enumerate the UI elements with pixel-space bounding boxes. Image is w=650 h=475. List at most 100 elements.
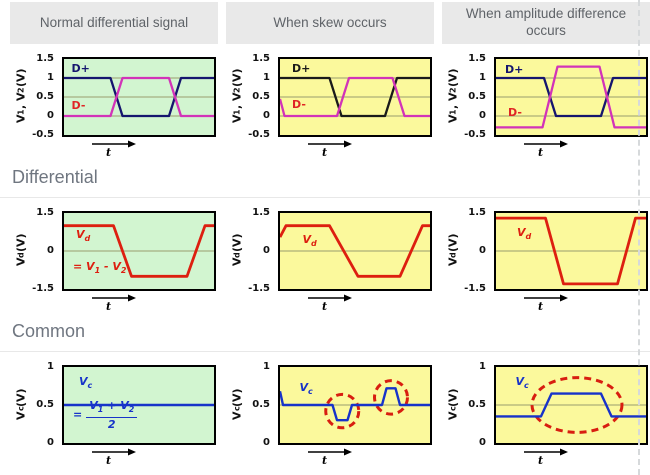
y-tick-label: 0 bbox=[263, 437, 270, 448]
waveform-D- bbox=[280, 76, 430, 118]
waveform-D+ bbox=[64, 76, 214, 118]
waveform-Vd bbox=[280, 224, 430, 278]
y-tick-label: 0.5 bbox=[36, 399, 54, 410]
y-tick-label: 0.5 bbox=[468, 399, 486, 410]
arrow-head-icon bbox=[560, 294, 568, 302]
plot-area: D+ D- bbox=[62, 57, 216, 137]
y-tick-label: 0 bbox=[479, 110, 486, 121]
y-tick-label: 1.5 bbox=[36, 207, 54, 218]
plot-area: Vd = V1 - V2 bbox=[62, 211, 216, 291]
y-tick-label: 1 bbox=[263, 361, 270, 372]
y-tick-label: 1.5 bbox=[252, 53, 270, 64]
y-tick-label: 0.5 bbox=[252, 91, 270, 102]
y-tick-label: -1.5 bbox=[248, 283, 270, 294]
time-axis-arrow: t bbox=[278, 447, 428, 467]
series-label: D+ bbox=[505, 62, 524, 76]
y-tick-label: 1 bbox=[47, 361, 54, 372]
time-axis-arrow: t bbox=[278, 139, 428, 159]
y-tick-label: 0.5 bbox=[252, 399, 270, 410]
y-axis-ticks: 1.5 1 0.5 0 -0.5 bbox=[246, 53, 274, 140]
y-axis-ticks: 1.5 1 0.5 0 -0.5 bbox=[462, 53, 490, 140]
y-axis-ticks: 1 0.5 0 bbox=[246, 361, 274, 448]
time-axis-arrow: t bbox=[494, 447, 644, 467]
y-tick-label: 0 bbox=[47, 110, 54, 121]
y-tick-label: -0.5 bbox=[464, 129, 486, 140]
y-axis-ticks: 1.5 0 -1.5 bbox=[462, 207, 490, 294]
waveform-canvas bbox=[280, 224, 430, 278]
page-edge-dashed-divider bbox=[638, 0, 640, 475]
arrow-head-icon bbox=[344, 294, 352, 302]
y-tick-label: 1.5 bbox=[36, 53, 54, 64]
waveform-canvas bbox=[496, 65, 646, 129]
waveform-canvas bbox=[64, 403, 214, 407]
arrow-head-icon bbox=[128, 140, 136, 148]
y-tick-label: 1 bbox=[263, 72, 270, 83]
waveform-D- bbox=[496, 65, 646, 129]
x-axis-label: t bbox=[322, 300, 327, 311]
highlight-dashed-circle bbox=[324, 392, 361, 430]
y-tick-label: 0 bbox=[47, 245, 54, 256]
waveform-Vd bbox=[496, 216, 646, 286]
time-axis-arrow: t bbox=[494, 293, 644, 313]
y-tick-label: 1.5 bbox=[468, 207, 486, 218]
waveform-canvas bbox=[64, 224, 214, 278]
plot-area: Vd bbox=[494, 211, 648, 291]
series-label: Vc bbox=[79, 375, 93, 391]
series-label: Vd bbox=[76, 228, 91, 244]
plot-area: Vc bbox=[494, 365, 648, 445]
y-tick-label: 1 bbox=[47, 72, 54, 83]
y-axis-ticks: 1.5 0 -1.5 bbox=[30, 207, 58, 294]
arrow-head-icon bbox=[560, 448, 568, 456]
y-axis-ticks: 1 0.5 0 bbox=[30, 361, 58, 448]
x-axis-label: t bbox=[322, 146, 327, 157]
waveform-canvas bbox=[496, 216, 646, 286]
column-header-normal: Normal differential signal bbox=[10, 2, 218, 44]
y-tick-label: 1.5 bbox=[252, 207, 270, 218]
y-tick-label: 1.5 bbox=[468, 53, 486, 64]
time-axis-arrow: t bbox=[62, 447, 212, 467]
arrow-head-icon bbox=[128, 294, 136, 302]
x-axis-label: t bbox=[538, 454, 543, 465]
waveform-D+ bbox=[496, 76, 646, 118]
plot-area: Vc = V1 + V2 2 bbox=[62, 365, 216, 445]
x-axis-label: t bbox=[106, 146, 111, 157]
time-axis-arrow: t bbox=[494, 139, 644, 159]
series-label: D+ bbox=[292, 61, 311, 75]
arrow-head-icon bbox=[128, 448, 136, 456]
section-label-common: Common bbox=[0, 313, 650, 352]
y-axis-ticks: 1.5 0 -1.5 bbox=[246, 207, 274, 294]
x-axis-label: t bbox=[538, 146, 543, 157]
series-label: Vc bbox=[515, 375, 529, 391]
y-tick-label: 0 bbox=[479, 245, 486, 256]
formula-label: = V1 + V2 2 bbox=[73, 399, 138, 431]
arrow-head-icon bbox=[560, 140, 568, 148]
section-label-differential: Differential bbox=[0, 159, 650, 198]
waveform-D+ bbox=[280, 76, 430, 118]
series-label: D- bbox=[71, 98, 86, 112]
y-tick-label: 0 bbox=[263, 110, 270, 121]
plot-area: Vd bbox=[278, 211, 432, 291]
series-label: Vd bbox=[517, 225, 532, 241]
y-tick-label: 0 bbox=[479, 437, 486, 448]
y-tick-label: -0.5 bbox=[32, 129, 54, 140]
x-axis-label: t bbox=[106, 300, 111, 311]
column-header-amplitude: When amplitude difference occurs bbox=[442, 2, 650, 44]
waveform-canvas bbox=[280, 379, 430, 430]
y-tick-label: -1.5 bbox=[464, 283, 486, 294]
y-tick-label: -0.5 bbox=[248, 129, 270, 140]
y-tick-label: 1 bbox=[479, 72, 486, 83]
series-label: D+ bbox=[71, 62, 90, 76]
